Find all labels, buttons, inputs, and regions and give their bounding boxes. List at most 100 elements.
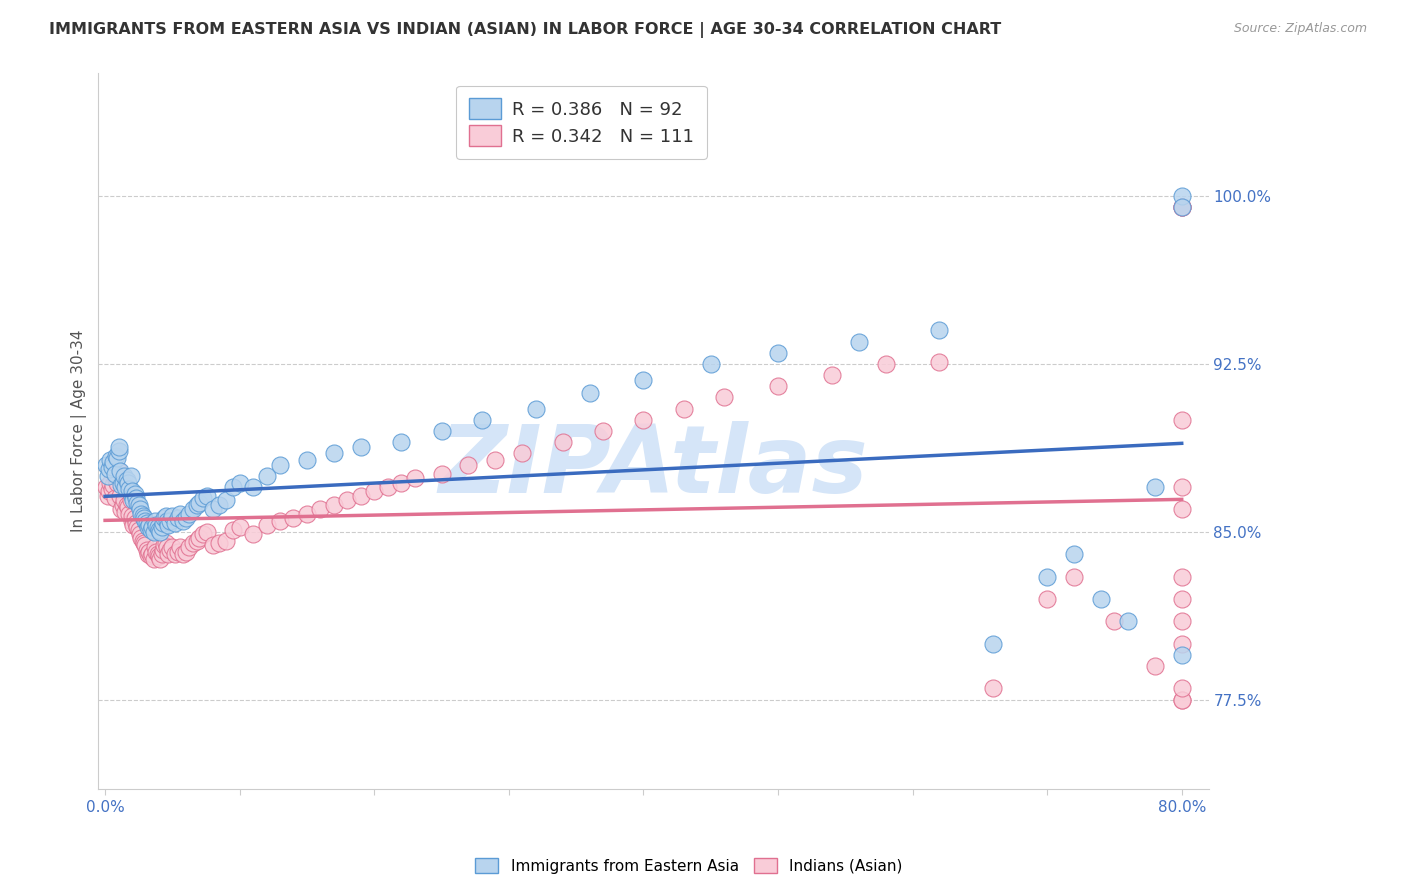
- Point: [148, 523, 170, 537]
- Point: [699, 357, 721, 371]
- Point: [322, 498, 344, 512]
- Point: [125, 516, 148, 530]
- Point: [1170, 413, 1192, 427]
- Point: [181, 536, 204, 550]
- Point: [138, 518, 160, 533]
- Point: [177, 541, 200, 555]
- Point: [1090, 591, 1112, 606]
- Point: [336, 493, 359, 508]
- Point: [124, 511, 146, 525]
- Point: [389, 435, 412, 450]
- Point: [142, 524, 165, 539]
- Point: [132, 536, 155, 550]
- Point: [181, 502, 204, 516]
- Point: [101, 482, 124, 496]
- Point: [111, 475, 134, 490]
- Point: [122, 518, 145, 533]
- Point: [104, 473, 127, 487]
- Point: [821, 368, 844, 383]
- Point: [186, 533, 208, 548]
- Point: [157, 547, 180, 561]
- Point: [121, 484, 143, 499]
- Point: [848, 334, 870, 349]
- Point: [1063, 547, 1085, 561]
- Point: [1170, 692, 1192, 706]
- Point: [713, 391, 735, 405]
- Point: [136, 520, 159, 534]
- Text: ZIPAtlas: ZIPAtlas: [439, 421, 869, 513]
- Point: [141, 547, 163, 561]
- Point: [1170, 591, 1192, 606]
- Point: [1036, 591, 1059, 606]
- Point: [766, 345, 789, 359]
- Point: [222, 523, 245, 537]
- Legend: R = 0.386   N = 92, R = 0.342   N = 111: R = 0.386 N = 92, R = 0.342 N = 111: [456, 86, 707, 159]
- Point: [110, 502, 132, 516]
- Point: [107, 464, 129, 478]
- Point: [128, 523, 150, 537]
- Point: [1170, 502, 1192, 516]
- Point: [138, 545, 160, 559]
- Point: [152, 516, 174, 530]
- Point: [389, 475, 412, 490]
- Point: [157, 518, 180, 533]
- Point: [96, 480, 118, 494]
- Point: [208, 498, 231, 512]
- Point: [149, 524, 172, 539]
- Point: [169, 507, 191, 521]
- Point: [101, 459, 124, 474]
- Point: [309, 502, 332, 516]
- Point: [134, 514, 156, 528]
- Point: [484, 453, 506, 467]
- Point: [121, 489, 143, 503]
- Point: [295, 453, 318, 467]
- Point: [128, 498, 150, 512]
- Point: [150, 547, 173, 561]
- Point: [404, 471, 426, 485]
- Point: [242, 527, 264, 541]
- Point: [1116, 615, 1139, 629]
- Point: [177, 507, 200, 521]
- Point: [124, 487, 146, 501]
- Point: [1170, 692, 1192, 706]
- Point: [141, 520, 163, 534]
- Point: [143, 514, 166, 528]
- Point: [155, 536, 177, 550]
- Point: [269, 458, 291, 472]
- Point: [132, 511, 155, 525]
- Point: [153, 538, 176, 552]
- Point: [135, 516, 157, 530]
- Y-axis label: In Labor Force | Age 30-34: In Labor Force | Age 30-34: [72, 330, 87, 533]
- Point: [363, 484, 385, 499]
- Point: [127, 496, 149, 510]
- Point: [146, 520, 169, 534]
- Point: [111, 498, 134, 512]
- Point: [152, 542, 174, 557]
- Point: [103, 467, 125, 481]
- Point: [129, 527, 152, 541]
- Point: [256, 468, 278, 483]
- Point: [672, 401, 695, 416]
- Point: [105, 450, 128, 465]
- Point: [162, 541, 184, 555]
- Point: [172, 514, 194, 528]
- Point: [125, 491, 148, 506]
- Point: [928, 323, 950, 337]
- Point: [1170, 615, 1192, 629]
- Point: [172, 547, 194, 561]
- Point: [1036, 569, 1059, 583]
- Point: [981, 637, 1004, 651]
- Point: [98, 462, 121, 476]
- Point: [981, 681, 1004, 696]
- Point: [1170, 681, 1192, 696]
- Legend: Immigrants from Eastern Asia, Indians (Asian): Immigrants from Eastern Asia, Indians (A…: [470, 852, 908, 880]
- Point: [242, 480, 264, 494]
- Point: [148, 549, 170, 564]
- Point: [117, 475, 139, 490]
- Point: [131, 507, 153, 521]
- Point: [1143, 480, 1166, 494]
- Point: [134, 538, 156, 552]
- Point: [193, 527, 215, 541]
- Point: [139, 523, 162, 537]
- Point: [201, 502, 224, 516]
